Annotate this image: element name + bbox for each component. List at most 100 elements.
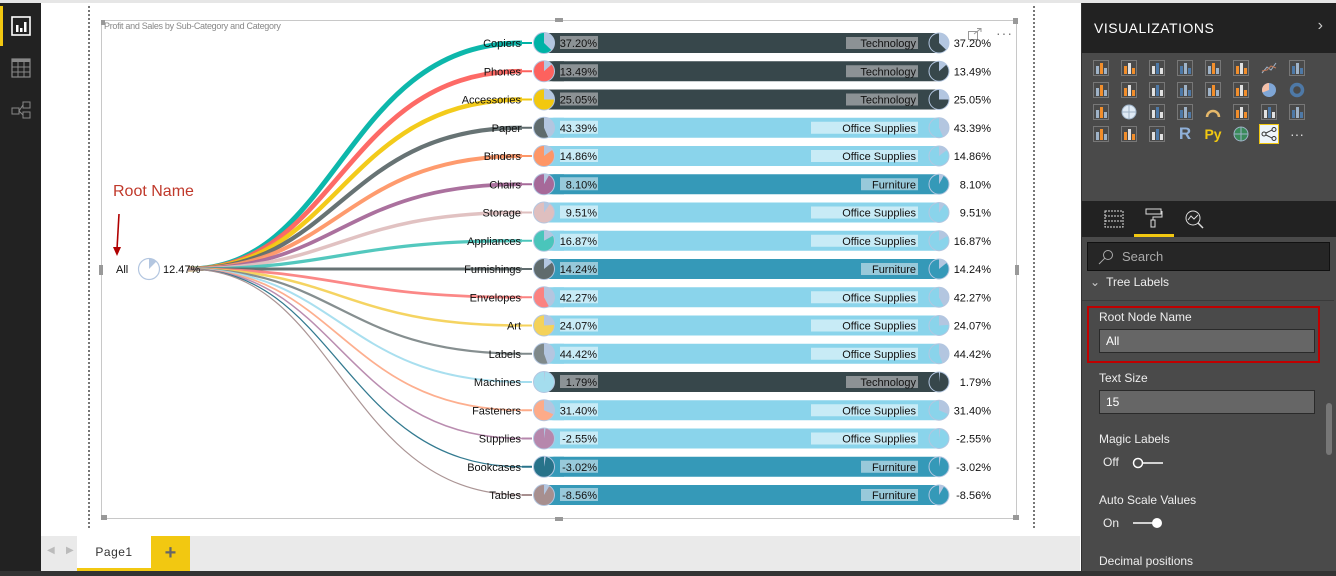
value-label-bg: [560, 262, 598, 275]
scatter-icon[interactable]: [1231, 80, 1251, 100]
gauge-icon[interactable]: [1203, 102, 1223, 122]
100-stacked-bar-icon[interactable]: [1203, 58, 1223, 78]
resize-handle-bl[interactable]: [101, 515, 107, 520]
tab-analytics[interactable]: [1174, 201, 1214, 237]
value-label: 25.05%: [560, 95, 598, 107]
stacked-area-icon[interactable]: [1091, 80, 1111, 100]
value-label-bg: [560, 459, 598, 473]
treemap-icon[interactable]: [1091, 102, 1111, 122]
right-value-label: 25.05%: [954, 95, 992, 107]
pie-icon[interactable]: [1259, 80, 1279, 100]
focus-mode-icon[interactable]: [968, 27, 982, 40]
category-label: Furniture: [872, 490, 916, 502]
nav-report-view[interactable]: [0, 6, 41, 46]
node-label: Art: [507, 321, 521, 333]
more-icon[interactable]: ···: [1287, 124, 1307, 144]
magic-labels-state: Off: [1103, 455, 1119, 469]
tree-visual-icon[interactable]: [1259, 124, 1279, 144]
100-stacked-column-icon[interactable]: [1231, 58, 1251, 78]
card-icon[interactable]: [1231, 102, 1251, 122]
chevron-right-icon[interactable]: ›: [1317, 17, 1323, 34]
text-size-input[interactable]: 15: [1099, 390, 1315, 414]
resize-handle-left[interactable]: [99, 265, 103, 275]
category-label-bg: [846, 37, 918, 49]
category-bar: [544, 174, 948, 195]
tab-format[interactable]: [1134, 201, 1174, 237]
tree-link: [187, 268, 523, 440]
category-pie-slice: [939, 343, 950, 364]
clustered-bar-icon[interactable]: [1147, 58, 1167, 78]
resize-handle-tr[interactable]: [1013, 18, 1018, 24]
stacked-bar-icon[interactable]: [1091, 58, 1111, 78]
visualizations-panel: VISUALIZATIONS › R Py ··· Search ⌄ Tree Lab…: [1081, 3, 1336, 571]
tab-fields[interactable]: [1094, 201, 1134, 237]
auto-scale-toggle[interactable]: [1132, 517, 1164, 529]
r-label: R: [1178, 124, 1192, 143]
resize-handle-bottom[interactable]: [555, 517, 563, 521]
right-value-label: 37.20%: [954, 38, 992, 50]
tree-link: [187, 267, 523, 355]
table-icon[interactable]: [1119, 124, 1139, 144]
more-options-icon[interactable]: ···: [996, 25, 1013, 41]
value-label: 9.51%: [566, 208, 597, 220]
nav-model-view[interactable]: [0, 90, 41, 130]
filled-map-icon[interactable]: [1147, 102, 1167, 122]
python-visual-icon[interactable]: Py: [1203, 124, 1223, 144]
clustered-column-icon[interactable]: [1175, 58, 1195, 78]
resize-handle-top[interactable]: [555, 18, 563, 22]
section-tree-labels[interactable]: ⌄ Tree Labels: [1090, 275, 1169, 289]
resize-handle-br[interactable]: [1013, 515, 1019, 520]
node-label: Binders: [484, 151, 522, 163]
nav-data-view[interactable]: [0, 48, 41, 88]
value-label-bg: [560, 375, 598, 388]
root-node-name-input[interactable]: All: [1099, 329, 1315, 353]
waterfall-icon[interactable]: [1203, 80, 1223, 100]
value-label: -2.55%: [562, 434, 597, 446]
right-value-label: 14.86%: [954, 151, 992, 163]
r-visual-icon[interactable]: R: [1175, 124, 1195, 144]
status-bar: [0, 571, 1336, 576]
area-icon[interactable]: [1287, 58, 1307, 78]
chevron-down-icon: ⌄: [1090, 275, 1101, 289]
auto-scale-state: On: [1103, 516, 1120, 530]
root-value-label: 12.47%: [163, 264, 201, 276]
right-value-label: -2.55%: [956, 434, 991, 446]
value-label: -3.02%: [562, 462, 597, 474]
right-value-label: 42.27%: [954, 292, 992, 304]
next-page-icon[interactable]: ▶: [66, 545, 74, 556]
value-label-bg: [560, 290, 598, 304]
panel-scrollbar[interactable]: [1326, 403, 1332, 455]
category-pie-slice: [939, 456, 941, 467]
kpi-icon[interactable]: [1287, 102, 1307, 122]
root-node: All 12.47%: [116, 257, 201, 281]
line-icon[interactable]: [1259, 58, 1279, 78]
category-label-bg: [846, 65, 918, 78]
matrix-icon[interactable]: [1147, 124, 1167, 144]
resize-handle-tl[interactable]: [101, 20, 105, 25]
tree-link: [187, 268, 523, 412]
resize-handle-right[interactable]: [1015, 265, 1019, 275]
value-label: 37.20%: [560, 38, 598, 50]
category-label: Furniture: [872, 462, 916, 474]
right-value-label: -3.02%: [956, 462, 991, 474]
divider: [1082, 300, 1334, 301]
root-node-name-label: Root Node Name: [1099, 310, 1192, 324]
prev-page-icon[interactable]: ◀: [47, 545, 55, 556]
right-value-label: 31.40%: [954, 405, 992, 417]
stacked-column-icon[interactable]: [1119, 58, 1139, 78]
slicer-icon[interactable]: [1091, 124, 1111, 144]
add-page-button[interactable]: +: [151, 536, 190, 571]
funnel-icon[interactable]: [1175, 102, 1195, 122]
ribbon-icon[interactable]: [1175, 80, 1195, 100]
map-icon[interactable]: [1119, 102, 1139, 122]
bar-chart-icon: [10, 16, 31, 36]
globe-icon[interactable]: [1231, 124, 1251, 144]
magic-labels-toggle[interactable]: [1132, 457, 1164, 469]
multi-row-card-icon[interactable]: [1259, 102, 1279, 122]
page-tab-page1[interactable]: Page1: [77, 536, 151, 571]
format-search-input[interactable]: Search: [1087, 242, 1330, 271]
donut-icon[interactable]: [1287, 80, 1307, 100]
category-label: Office Supplies: [842, 208, 916, 220]
line-stacked-column-icon[interactable]: [1147, 80, 1167, 100]
line-clustered-column-icon[interactable]: [1119, 80, 1139, 100]
